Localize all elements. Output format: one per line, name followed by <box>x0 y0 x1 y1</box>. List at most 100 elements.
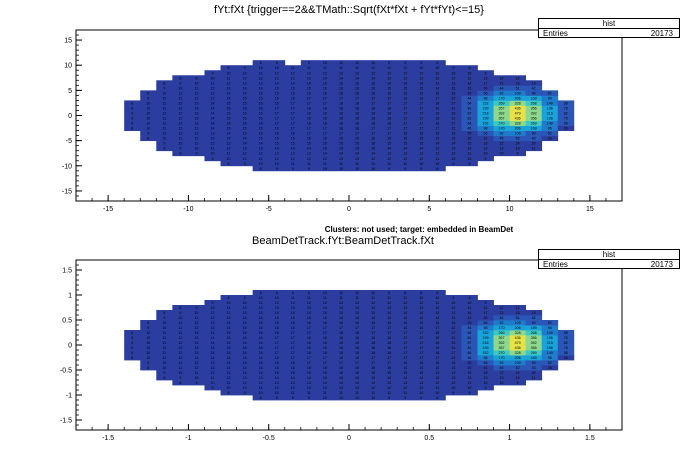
chart-1-bin-label: 9 <box>388 61 390 65</box>
chart-2-bin-label: 17 <box>371 331 375 335</box>
chart-2-bin-label: 12 <box>178 331 182 335</box>
chart-1-bin-label: 14 <box>211 106 215 110</box>
chart-1-bin <box>300 110 318 116</box>
chart-2-bin <box>220 380 237 386</box>
chart-1-bin <box>252 130 270 137</box>
chart-1-bin <box>541 125 559 131</box>
chart-2-bin <box>365 290 382 296</box>
chart-1-bin <box>156 95 173 101</box>
chart-1-bin-label: 13 <box>339 157 343 161</box>
chart-2-bin <box>268 340 286 346</box>
chart-1-bin <box>188 145 205 152</box>
chart-1-bin-label: 30 <box>484 86 488 90</box>
chart-2-bin-label: 17 <box>291 346 295 350</box>
chart-2-bin-label: 12 <box>178 356 182 360</box>
chart-2-bin-label: 9 <box>452 391 454 395</box>
chart-1-bin <box>541 110 559 116</box>
chart-1-bin-label: 17 <box>403 101 407 105</box>
chart-2-bin-label: 479 <box>515 341 521 345</box>
chart-1-bin <box>445 75 462 81</box>
chart-1-bin <box>140 95 157 101</box>
chart-2-bin <box>397 390 414 396</box>
chart-2-bin-label: 11 <box>211 311 215 315</box>
chart-1-bin-label: 58 <box>564 122 568 126</box>
chart-1-bin <box>525 135 543 142</box>
chart-1-bin <box>397 90 414 96</box>
chart-1-bin-label: 15 <box>323 147 327 151</box>
chart-2-bin <box>300 325 318 331</box>
chart-2-bin-label: 27 <box>451 331 455 335</box>
chart-1-bin <box>332 85 350 91</box>
chart-2-bin <box>349 395 366 401</box>
chart-2-bin-label: 43 <box>532 366 536 370</box>
chart-1-bin <box>220 115 237 121</box>
chart-1-bin-label: 13 <box>211 96 215 100</box>
chart-2-bin-label: 23 <box>516 311 520 315</box>
chart-1-bin-label: 12 <box>259 152 263 156</box>
chart-2-bin <box>525 360 543 366</box>
chart-1-bin <box>525 100 543 106</box>
chart-1-bin <box>461 145 478 152</box>
chart-1-bin-label: 10 <box>371 61 375 65</box>
chart-2-x-tick-label: -1 <box>185 435 191 442</box>
chart-2-x-tick-label: -0.5 <box>263 435 275 442</box>
chart-2-bin-label: 13 <box>355 386 359 390</box>
chart-2-bin-label: 13 <box>227 371 231 375</box>
chart-2-bin <box>236 320 254 326</box>
chart-1-bin-label: 90 <box>532 91 536 95</box>
chart-2-bin-label: 328 <box>515 331 521 335</box>
chart-1-bin <box>461 85 478 91</box>
chart-2-bin-label: 17 <box>291 356 295 360</box>
chart-2-bin <box>541 325 559 331</box>
chart-2-bin-label: 15 <box>323 311 327 315</box>
chart-2-bin <box>156 370 173 376</box>
chart-1-bin <box>332 145 350 152</box>
chart-2-bin-label: 75 <box>564 346 568 350</box>
chart-1-bin-label: 13 <box>194 127 198 131</box>
chart-1-bin-label: 170 <box>499 127 505 131</box>
chart-2-bin-label: 18 <box>339 356 343 360</box>
chart-2-bin-label: 17 <box>403 336 407 340</box>
chart-1-bin <box>220 90 237 96</box>
chart-1-bin-label: 15 <box>275 86 279 90</box>
chart-1-bin <box>541 105 559 111</box>
chart-1-bin <box>236 80 254 86</box>
chart-2-bin <box>140 355 157 361</box>
chart-2-bin-label: 12 <box>403 301 407 305</box>
chart-1-bin <box>381 145 398 152</box>
chart-2-bin <box>541 340 559 346</box>
chart-2-bin <box>268 290 286 296</box>
chart-2-bin <box>172 365 189 371</box>
chart-1-bin-label: 9 <box>131 122 133 126</box>
chart-2-bin-label: 12 <box>243 381 247 385</box>
chart-2-bin-label: 17 <box>275 346 279 350</box>
chart-1-bin <box>365 65 382 71</box>
chart-2-bin <box>236 340 254 346</box>
chart-2-bin-label: 10 <box>339 291 343 295</box>
chart-1-bin <box>332 125 350 131</box>
chart-2-bin <box>461 340 478 346</box>
chart-2-bin-label: 31 <box>484 366 488 370</box>
chart-2-bin <box>220 370 237 376</box>
chart-2-bin <box>541 320 559 326</box>
chart-1-bin <box>381 85 398 91</box>
chart-2-bin <box>381 350 398 356</box>
chart-1-bin-label: 15 <box>291 86 295 90</box>
chart-2-bin <box>284 340 302 346</box>
chart-2-bin-label: 17 <box>339 361 343 365</box>
chart-1-bin-label: 9 <box>292 167 294 171</box>
chart-1-bin-labels: 8999988910101010101098891010111111111111… <box>131 61 568 171</box>
chart-2-bin-label: 13 <box>451 376 455 380</box>
chart-2-bin <box>493 310 510 316</box>
chart-1-bin <box>140 130 157 137</box>
chart-2-bin-label: 14 <box>339 306 343 310</box>
chart-2-bin-label: 269 <box>499 331 505 335</box>
chart-1-bin-label: 10 <box>146 122 150 126</box>
chart-1-bin-label: 11 <box>532 147 536 151</box>
chart-1-bin <box>140 110 157 116</box>
chart-1-bin <box>252 150 270 157</box>
chart-2-bin <box>140 365 157 371</box>
chart-2-bin-label: 16 <box>259 336 263 340</box>
chart-1-bin <box>365 90 382 96</box>
chart-2-bin-label: 13 <box>275 381 279 385</box>
